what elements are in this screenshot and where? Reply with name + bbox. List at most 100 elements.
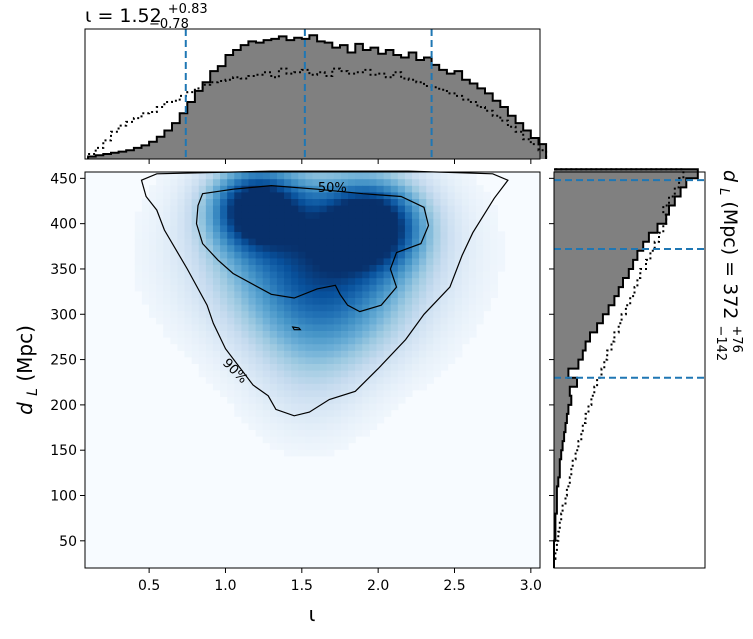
heatmap-cell xyxy=(440,290,449,298)
heatmap-cell xyxy=(177,178,186,186)
heatmap-cell xyxy=(284,304,292,312)
heatmap-cell xyxy=(319,350,328,358)
heatmap-cell xyxy=(312,376,321,384)
heatmap-cell xyxy=(312,389,321,397)
heatmap-cell xyxy=(248,191,257,199)
heatmap-cell xyxy=(227,396,235,404)
heatmap-cell xyxy=(305,376,314,384)
heatmap-cell xyxy=(369,350,378,358)
heatmap-cell xyxy=(390,211,399,219)
heatmap-cell xyxy=(291,442,299,450)
heatmap-cell xyxy=(333,396,342,404)
heatmap-cell xyxy=(291,172,299,180)
heatmap-cell xyxy=(333,363,342,371)
heatmap-cell xyxy=(362,178,370,186)
heatmap-cell xyxy=(440,218,449,226)
heatmap-cell xyxy=(177,172,186,180)
iota-posterior-bar xyxy=(271,38,280,159)
iota-posterior-bar xyxy=(110,152,119,159)
heatmap-cell xyxy=(355,337,363,345)
heatmap-cell xyxy=(248,304,257,312)
heatmap-cell xyxy=(476,238,484,246)
heatmap-cell xyxy=(241,205,250,213)
heatmap-cell xyxy=(198,317,207,325)
heatmap-cell xyxy=(255,277,264,285)
heatmap-cell xyxy=(234,284,243,292)
heatmap-cell xyxy=(355,403,363,411)
heatmap-cell xyxy=(227,277,235,285)
heatmap-cell xyxy=(454,257,463,265)
heatmap-cell xyxy=(326,370,335,378)
heatmap-cell xyxy=(255,403,264,411)
heatmap-cell xyxy=(362,264,370,272)
heatmap-cell xyxy=(397,271,406,279)
heatmap-cell xyxy=(348,383,356,391)
heatmap-cell xyxy=(333,178,342,186)
heatmap-cell xyxy=(262,317,271,325)
heatmap-cell xyxy=(468,198,477,206)
heatmap-cell xyxy=(248,224,257,232)
heatmap-cell xyxy=(433,370,442,378)
heatmap-cell xyxy=(255,396,264,404)
heatmap-cell xyxy=(241,396,250,404)
heatmap-cell xyxy=(234,172,243,180)
heatmap-cell xyxy=(312,442,321,450)
heatmap-cell xyxy=(241,231,250,239)
heatmap-cell xyxy=(234,337,243,345)
heatmap-cell xyxy=(419,238,427,246)
heatmap-cell xyxy=(298,264,306,272)
heatmap-cell xyxy=(184,244,193,252)
heatmap-cell xyxy=(333,244,342,252)
heatmap-cell xyxy=(262,191,271,199)
heatmap-cell xyxy=(184,350,193,358)
heatmap-cell xyxy=(390,264,399,272)
heatmap-cell xyxy=(426,337,434,345)
heatmap-cell xyxy=(284,244,292,252)
heatmap-cell xyxy=(390,244,399,252)
distance-posterior-bar xyxy=(554,504,557,515)
heatmap-cell xyxy=(276,416,285,424)
heatmap-cell xyxy=(426,370,434,378)
iota-posterior-bar xyxy=(263,40,272,159)
heatmap-cell xyxy=(355,224,363,232)
heatmap-cell xyxy=(483,191,491,199)
heatmap-cell xyxy=(212,218,221,226)
heatmap-cell xyxy=(404,238,413,246)
heatmap-cell xyxy=(326,310,335,318)
heatmap-cell xyxy=(447,337,456,345)
distance-title-main: d xyxy=(719,170,741,183)
heatmap-cell xyxy=(447,330,456,338)
heatmap-cell xyxy=(234,218,243,226)
heatmap-cell xyxy=(255,211,264,219)
heatmap-cell xyxy=(284,376,292,384)
heatmap-cell xyxy=(134,251,143,259)
iota-posterior-bar xyxy=(324,42,333,160)
heatmap-cell xyxy=(227,244,235,252)
heatmap-cell xyxy=(298,389,306,397)
heatmap-cell xyxy=(326,429,335,437)
heatmap-cell xyxy=(255,290,264,298)
heatmap-cell xyxy=(468,172,477,180)
heatmap-cell xyxy=(312,172,321,180)
heatmap-cell xyxy=(312,356,321,364)
heatmap-cell xyxy=(255,257,264,265)
heatmap-cell xyxy=(376,172,385,180)
heatmap-cell xyxy=(198,271,207,279)
heatmap-cell xyxy=(369,211,378,219)
iota-posterior-outline xyxy=(87,34,548,159)
heatmap-cell xyxy=(269,218,278,226)
heatmap-cell xyxy=(419,205,427,213)
heatmap-cell xyxy=(291,409,299,417)
heatmap-cell xyxy=(355,323,363,331)
iota-posterior-bar xyxy=(202,82,211,159)
heatmap-cell xyxy=(198,251,207,259)
heatmap-cell xyxy=(234,330,243,338)
heatmap-cell xyxy=(262,383,271,391)
heatmap-cell xyxy=(454,290,463,298)
iota-posterior-bar xyxy=(530,137,539,159)
heatmap-cell xyxy=(362,350,370,358)
heatmap-cell xyxy=(404,198,413,206)
heatmap-cell xyxy=(468,191,477,199)
x-tick-label: 2.5 xyxy=(443,578,465,594)
